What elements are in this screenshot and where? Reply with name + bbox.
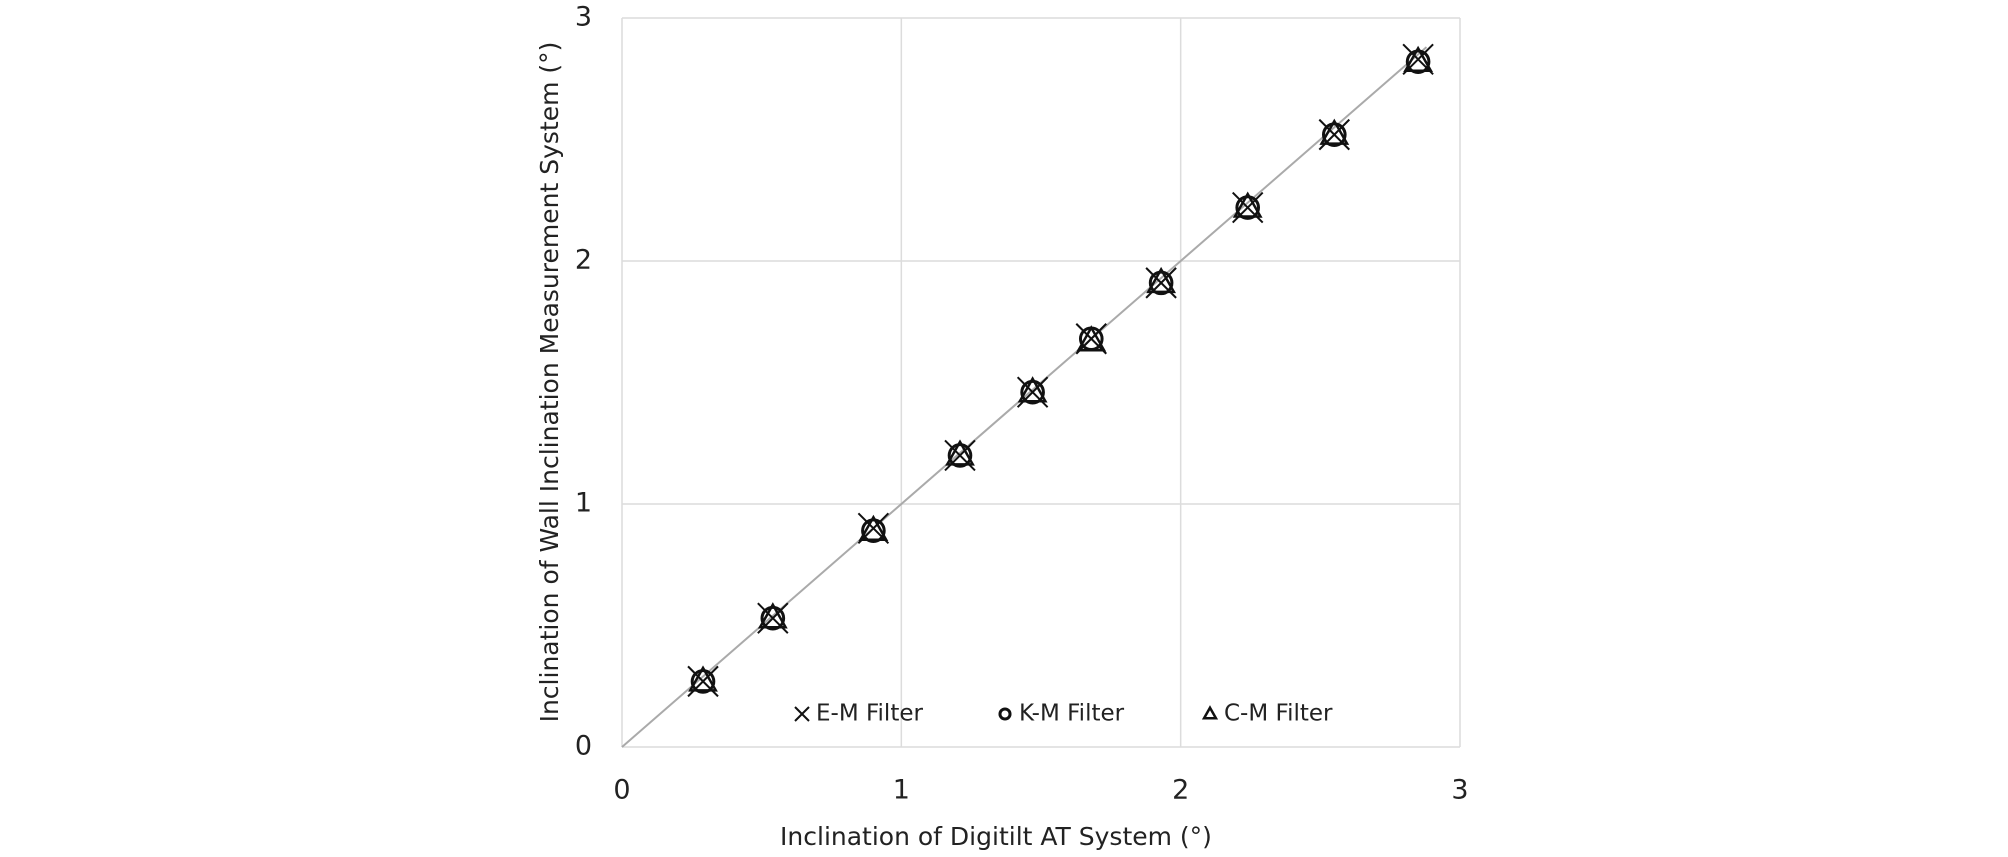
- marker-stroke: [794, 706, 810, 722]
- marker-shape: [760, 605, 786, 631]
- y-tick-label: 1: [575, 488, 592, 519]
- data-point: [1020, 379, 1045, 405]
- y-tick-label: 3: [575, 2, 592, 33]
- marker-shape: [1148, 270, 1174, 296]
- data-point: [1076, 325, 1107, 352]
- marker-stroke: [1402, 43, 1434, 76]
- legend-marker: [998, 707, 1012, 721]
- x-tick-label: 1: [893, 775, 910, 806]
- marker-shape: [688, 665, 718, 692]
- marker-stroke: [857, 512, 890, 545]
- marker-shape: [945, 439, 975, 466]
- data-point: [1235, 195, 1261, 220]
- legend-marker: [794, 706, 810, 722]
- data-point: [1146, 266, 1177, 294]
- data-point: [1319, 118, 1350, 145]
- marker-shape: [690, 669, 716, 694]
- data-point: [857, 512, 890, 545]
- marker-shape: [1232, 191, 1263, 218]
- x-tick-label: 3: [1451, 775, 1468, 806]
- data-point: [1148, 270, 1174, 296]
- data-point: [757, 602, 788, 629]
- y-axis-title: Inclination of Wall Inclination Measurem…: [535, 42, 564, 723]
- marker-shape: [861, 518, 886, 544]
- marker-shape: [1201, 705, 1219, 720]
- legend-label: K-M Filter: [1019, 701, 1125, 727]
- data-point: [1075, 323, 1107, 355]
- marker-shape: [1405, 49, 1431, 75]
- data-point: [945, 439, 975, 466]
- data-point: [1405, 49, 1431, 75]
- marker-shape: [1146, 266, 1177, 294]
- marker-shape: [757, 602, 788, 629]
- y-tick-label: 2: [575, 245, 592, 276]
- marker-shape: [1322, 122, 1347, 147]
- data-point: [858, 514, 889, 541]
- marker-shape: [1020, 379, 1045, 405]
- x-tick-label: 0: [613, 775, 630, 806]
- data-point: [690, 669, 716, 694]
- marker-shape: [1017, 376, 1048, 403]
- data-point: [861, 518, 886, 544]
- legend-label: C-M Filter: [1224, 701, 1333, 727]
- data-point: [1403, 45, 1433, 72]
- data-point: [1322, 122, 1347, 147]
- data-point: [947, 443, 973, 468]
- marker-shape: [1403, 45, 1433, 72]
- data-point: [1017, 376, 1048, 403]
- marker-shape: [947, 443, 973, 468]
- x-axis-title: Inclination of Digitilt AT System (°): [780, 822, 1212, 851]
- data-point: [760, 605, 786, 631]
- marker-shape: [1235, 195, 1261, 220]
- marker-stroke: [1075, 323, 1107, 355]
- data-point: [688, 665, 718, 692]
- x-tick-label: 2: [1172, 775, 1189, 806]
- marker-shape: [858, 514, 889, 541]
- legend-label: E-M Filter: [816, 701, 923, 727]
- y-tick-label: 0: [575, 731, 592, 762]
- marker-shape: [998, 707, 1012, 721]
- data-point: [1232, 191, 1263, 218]
- data-point: [1402, 43, 1434, 76]
- legend-marker: [1201, 705, 1219, 720]
- marker-shape: [1319, 118, 1350, 145]
- marker-shape: [1076, 325, 1107, 352]
